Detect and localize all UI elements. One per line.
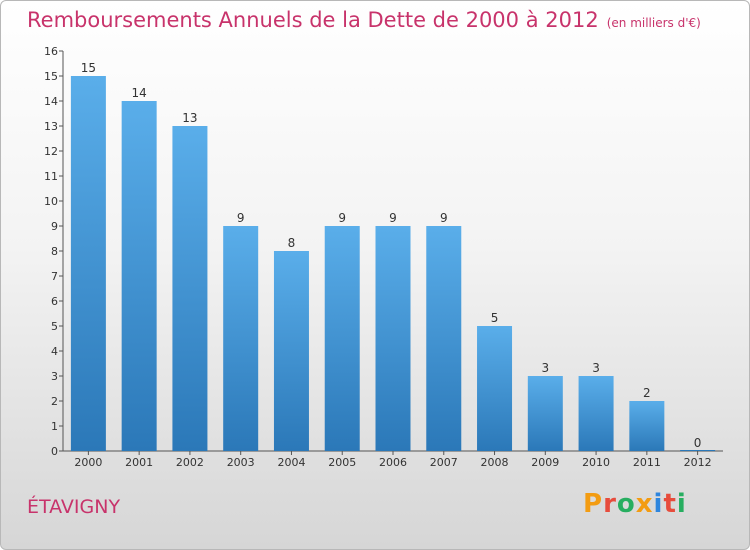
data-label: 2 — [643, 386, 651, 400]
bar-2011 — [629, 401, 665, 451]
bar-2012 — [680, 450, 716, 451]
proxiti-logo: Proxiti — [583, 489, 687, 519]
y-tick-label: 9 — [51, 220, 58, 233]
y-tick-label: 15 — [44, 70, 58, 83]
bar-2010 — [578, 376, 614, 451]
data-label: 9 — [440, 211, 448, 225]
data-label: 9 — [338, 211, 346, 225]
y-tick-label: 4 — [51, 345, 58, 358]
x-tick-label: 2010 — [582, 456, 610, 469]
logo-letter: t — [663, 489, 677, 519]
y-tick-label: 11 — [44, 170, 58, 183]
data-label: 9 — [237, 211, 245, 225]
x-tick-label: 2009 — [531, 456, 559, 469]
data-label: 9 — [389, 211, 397, 225]
data-label: 3 — [592, 361, 600, 375]
y-tick-label: 1 — [51, 420, 58, 433]
bar-2007 — [426, 226, 462, 451]
data-label: 15 — [81, 61, 96, 75]
y-tick-label: 3 — [51, 370, 58, 383]
x-tick-label: 2000 — [74, 456, 102, 469]
y-tick-label: 10 — [44, 195, 58, 208]
data-label: 5 — [491, 311, 499, 325]
y-tick-label: 16 — [44, 45, 58, 58]
y-tick-label: 8 — [51, 245, 58, 258]
logo-letter: o — [616, 489, 636, 519]
x-tick-label: 2007 — [430, 456, 458, 469]
y-tick-label: 14 — [44, 95, 58, 108]
bar-2004 — [273, 251, 309, 451]
y-tick-label: 12 — [44, 145, 58, 158]
commune-name: ÉTAVIGNY — [27, 496, 121, 518]
x-tick-label: 2011 — [633, 456, 661, 469]
bar-2008 — [477, 326, 513, 451]
chart-title-text: Remboursements Annuels de la Dette de 20… — [27, 8, 599, 32]
bar-2005 — [324, 226, 360, 451]
logo-letter: P — [583, 489, 604, 519]
logo-letter: x — [635, 489, 654, 519]
logo-letter: i — [676, 489, 687, 519]
bar-2003 — [223, 226, 259, 451]
logo-letter: r — [603, 489, 617, 519]
x-tick-label: 2002 — [176, 456, 204, 469]
y-tick-label: 7 — [51, 270, 58, 283]
bar-2006 — [375, 226, 411, 451]
chart-title: Remboursements Annuels de la Dette de 20… — [27, 8, 701, 32]
bar-2001 — [121, 101, 157, 451]
y-tick-label: 0 — [51, 445, 58, 458]
x-tick-label: 2003 — [227, 456, 255, 469]
x-tick-label: 2012 — [684, 456, 712, 469]
bar-2002 — [172, 126, 208, 451]
x-tick-label: 2005 — [328, 456, 356, 469]
x-tick-label: 2001 — [125, 456, 153, 469]
x-tick-label: 2008 — [481, 456, 509, 469]
chart-subtitle: (en milliers d'€) — [606, 16, 701, 30]
bar-2000 — [70, 76, 106, 451]
x-tick-label: 2006 — [379, 456, 407, 469]
data-label: 3 — [541, 361, 549, 375]
data-label: 8 — [288, 236, 296, 250]
chart-bars: 15 14 13 9 8 9 9 9 5 3 3 2 0 — [70, 61, 716, 451]
y-tick-label: 6 — [51, 295, 58, 308]
data-label: 13 — [182, 111, 197, 125]
data-label: 14 — [132, 86, 147, 100]
bar-2009 — [527, 376, 563, 451]
data-label: 0 — [694, 436, 702, 450]
y-tick-label: 5 — [51, 320, 58, 333]
x-tick-label: 2004 — [277, 456, 305, 469]
logo-letter: i — [653, 489, 664, 519]
y-tick-label: 2 — [51, 395, 58, 408]
y-tick-label: 13 — [44, 120, 58, 133]
